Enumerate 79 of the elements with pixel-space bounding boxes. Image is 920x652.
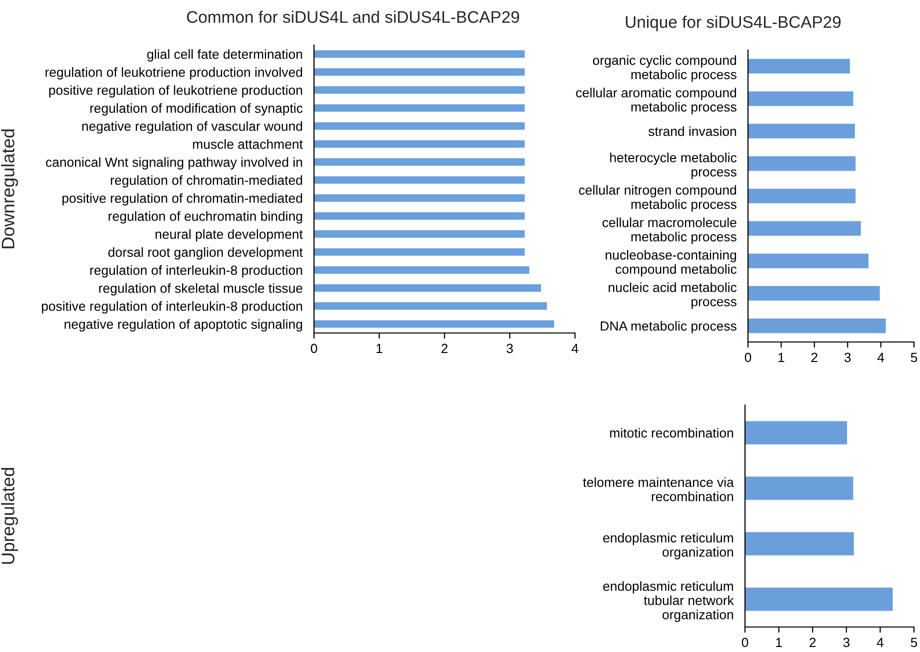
- y-tick-label: positive regulation of interleukin-8 production: [42, 301, 302, 314]
- bar: [314, 50, 525, 58]
- bar: [314, 68, 525, 76]
- bar: [745, 421, 848, 444]
- x-tick-label: 3: [843, 638, 850, 648]
- y-tick-label: nucleic acid metabolic process: [608, 282, 737, 309]
- x-tick-label: 3: [844, 352, 851, 362]
- bar: [748, 318, 886, 334]
- y-tick-label: regulation of skeletal muscle tissue: [99, 283, 302, 296]
- y-tick-label: endoplasmic reticulum tubular network organization: [603, 581, 734, 622]
- bar: [314, 284, 542, 292]
- bar: [314, 194, 525, 202]
- bar: [748, 254, 869, 268]
- bar: [314, 302, 547, 310]
- y-axis-title: Upregulated: [1, 468, 18, 564]
- y-tick-label: DNA metabolic process: [600, 320, 736, 334]
- y-tick-label: mitotic recombination: [610, 428, 734, 438]
- x-tick-label: 5: [910, 638, 918, 648]
- bar: [745, 588, 893, 611]
- x-tick-label: 1: [778, 352, 784, 362]
- bar: [745, 532, 854, 556]
- bar: [314, 86, 525, 94]
- bar: [748, 124, 855, 138]
- y-tick-label: muscle attachment: [193, 139, 303, 149]
- y-tick-label: organic cyclic compound metabolic process: [592, 55, 736, 82]
- x-tick-label: 2: [810, 638, 816, 647]
- bar: [314, 176, 525, 184]
- x-tick-label: 0: [310, 344, 318, 354]
- bar: [314, 248, 525, 256]
- bar: [314, 122, 525, 130]
- y-tick-label: regulation of leukotriene production involved: [46, 67, 302, 80]
- x-tick-label: 4: [572, 344, 578, 353]
- y-tick-label: cellular macromolecule metabolic process: [602, 218, 736, 244]
- x-tick-label: 1: [776, 638, 782, 647]
- y-tick-label: neural plate development: [156, 229, 303, 242]
- y-tick-label: positive regulation of chromatin-mediated: [62, 193, 302, 206]
- x-tick-label: 1: [376, 344, 382, 353]
- y-tick-label: nucleobase-containing compound metabolic: [606, 250, 737, 276]
- x-tick-label: 3: [506, 344, 513, 354]
- chart-title: Unique for siDUS4L-BCAP29: [626, 16, 841, 32]
- bar: [748, 221, 861, 236]
- bar: [748, 58, 850, 74]
- y-tick-label: negative regulation of vascular wound: [82, 121, 302, 134]
- bar: [314, 320, 554, 328]
- y-tick-label: heterocycle metabolic process: [610, 152, 737, 180]
- y-tick-label: dorsal root ganglion development: [108, 247, 303, 260]
- y-tick-label: positive regulation of leukotriene production: [49, 85, 302, 98]
- y-tick-label: regulation of interleukin-8 production: [90, 265, 302, 278]
- bar: [314, 266, 530, 274]
- y-tick-label: regulation of euchromatin binding: [108, 211, 302, 224]
- x-tick-label: 2: [441, 344, 448, 353]
- x-tick-label: 4: [877, 352, 884, 362]
- bar: [748, 91, 854, 106]
- bar: [748, 286, 880, 301]
- bar: [314, 212, 525, 220]
- y-tick-label: strand invasion: [648, 126, 736, 136]
- y-tick-label: cellular aromatic compound metabolic process: [576, 88, 736, 114]
- y-axis-title: Downregulated: [1, 129, 18, 248]
- x-tick-label: 2: [811, 352, 818, 362]
- x-tick-label: 5: [910, 352, 918, 362]
- y-tick-label: endoplasmic reticulum organization: [603, 532, 734, 560]
- bar: [748, 156, 856, 171]
- bar: [314, 104, 525, 112]
- bar: [745, 476, 854, 500]
- y-tick-label: cellular nitrogen compound metabolic process: [579, 185, 736, 212]
- x-tick-label: 0: [744, 352, 752, 362]
- x-tick-label: 4: [876, 638, 884, 647]
- bar: [314, 140, 525, 148]
- x-tick-label: 0: [742, 638, 748, 648]
- y-tick-label: canonical Wnt signaling pathway involved in: [46, 157, 302, 170]
- y-tick-label: regulation of chromatin-mediated: [110, 175, 302, 188]
- y-tick-label: glial cell fate determination: [147, 49, 302, 62]
- y-tick-label: negative regulation of apoptotic signaling: [64, 319, 302, 332]
- y-tick-label: telomere maintenance via recombination: [583, 477, 734, 502]
- bar: [314, 158, 525, 166]
- bar: [748, 188, 856, 204]
- bar: [314, 230, 525, 238]
- chart-title: Common for siDUS4L and siDUS4L-BCAP29: [186, 10, 520, 23]
- y-tick-label: regulation of modification of synaptic: [90, 103, 303, 116]
